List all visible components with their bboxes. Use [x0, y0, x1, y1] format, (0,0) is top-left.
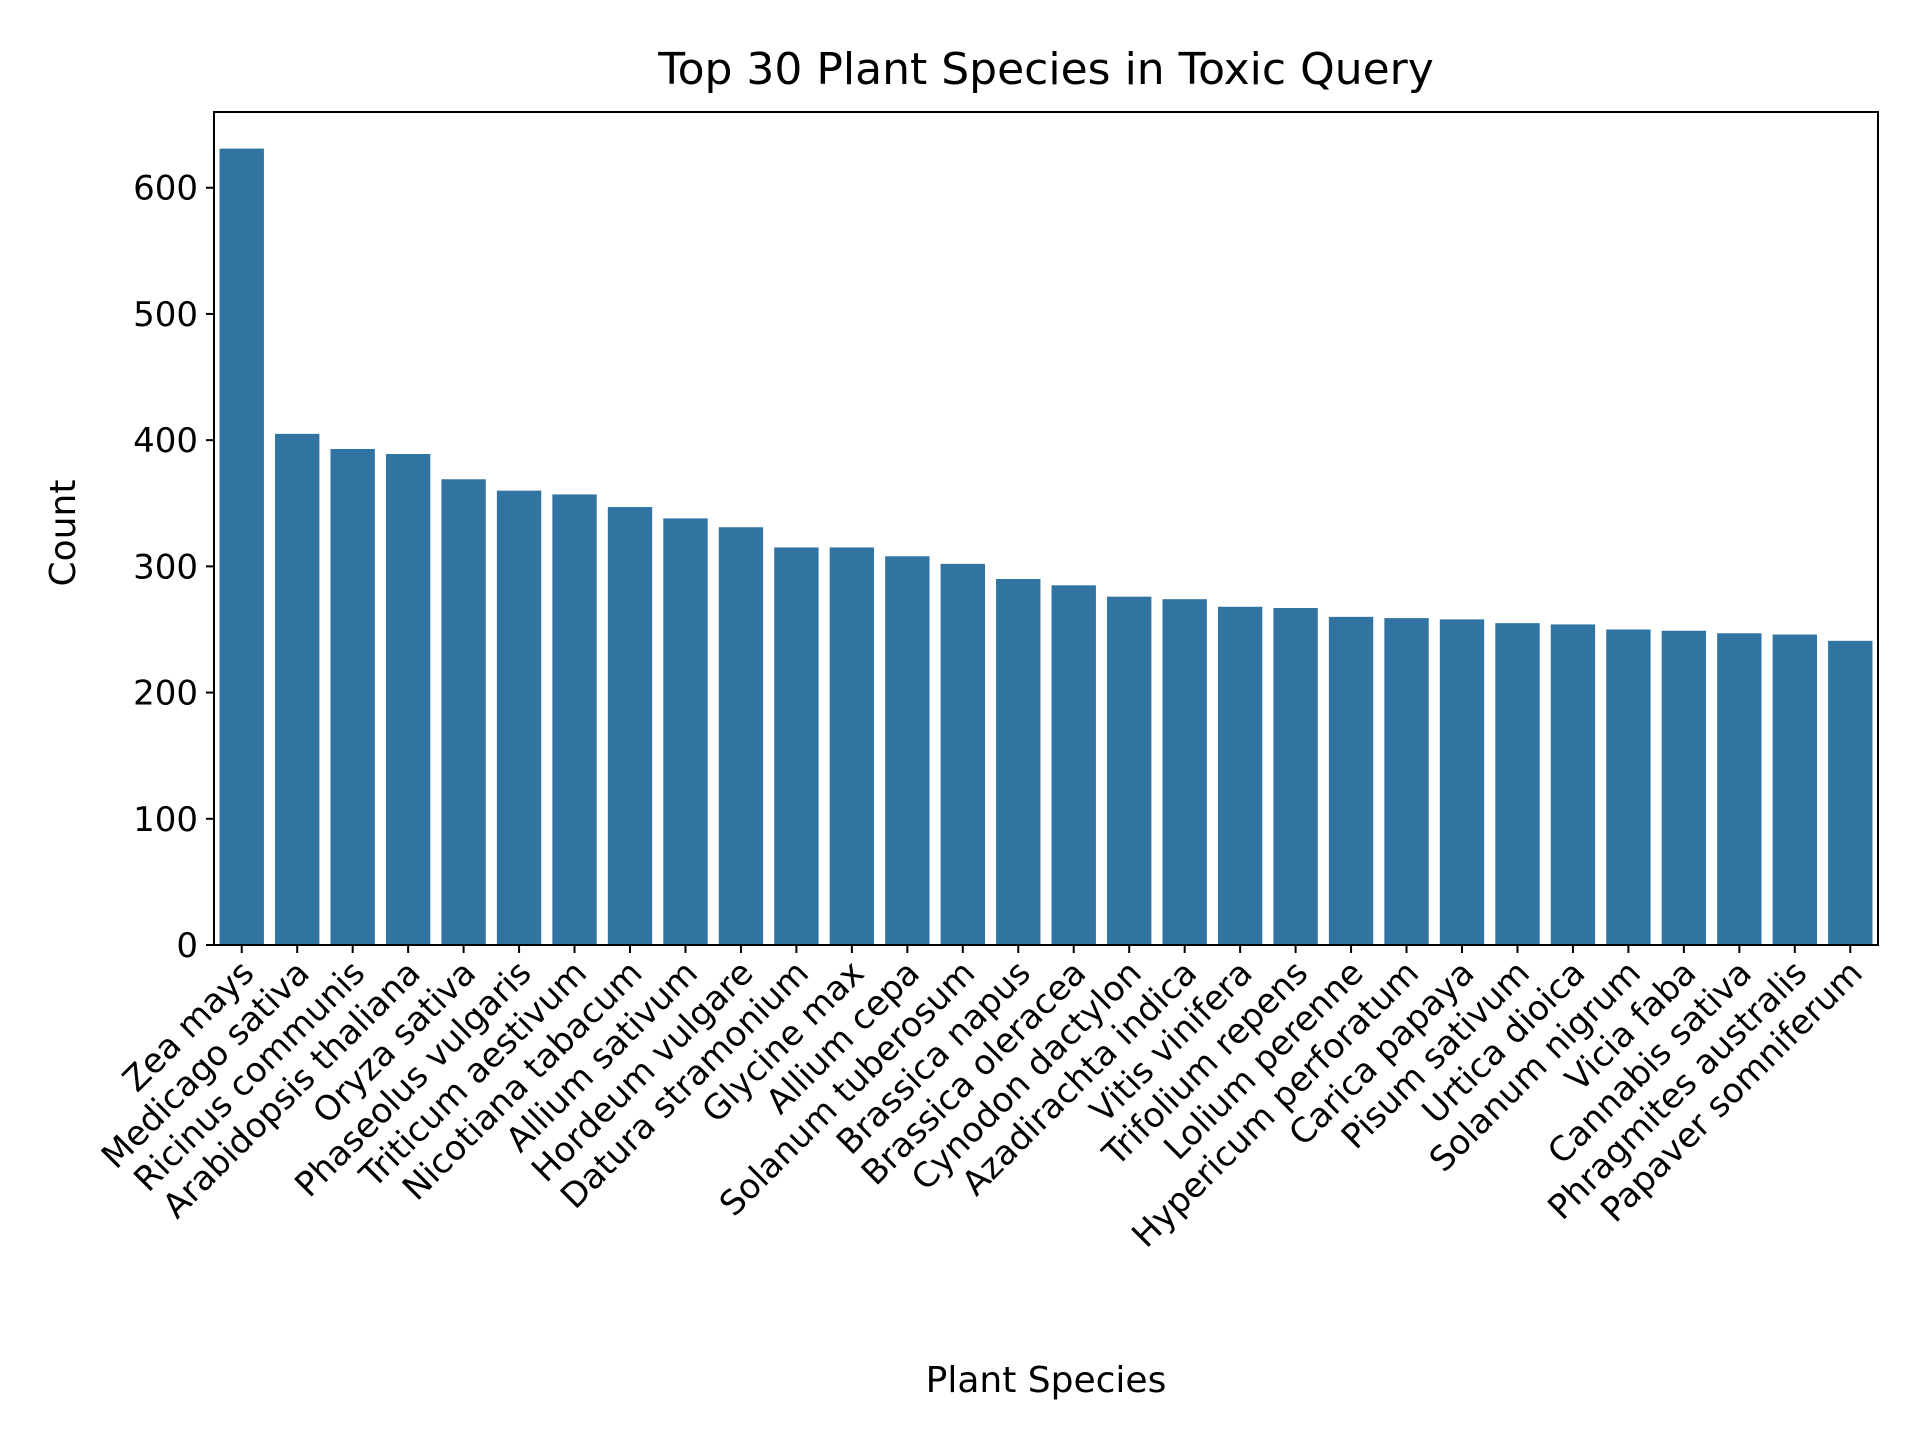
bar — [552, 494, 597, 945]
bar — [441, 479, 486, 945]
bar — [1162, 599, 1207, 945]
bar — [1828, 640, 1873, 945]
bars-layer — [219, 148, 1873, 946]
y-tick-label: 300 — [133, 547, 198, 587]
y-axis: 0 100 200 300 400 500 600 — [133, 169, 214, 966]
bar — [385, 454, 431, 945]
bar — [1217, 606, 1263, 945]
x-axis-label: Plant Species — [926, 1360, 1167, 1401]
bar — [607, 507, 653, 945]
bar — [1051, 585, 1096, 945]
bar — [1772, 634, 1817, 945]
bar — [496, 490, 542, 945]
bar — [829, 547, 875, 945]
y-tick-label: 0 — [176, 926, 198, 966]
y-tick-label: 400 — [133, 421, 198, 461]
y-tick-label: 500 — [133, 295, 198, 335]
bar — [275, 433, 320, 945]
bar — [663, 518, 708, 945]
bar — [219, 148, 264, 946]
bar — [330, 448, 375, 945]
bar — [1107, 596, 1152, 945]
bar — [1328, 616, 1374, 945]
bar — [1550, 624, 1596, 945]
y-tick-label: 600 — [133, 169, 198, 209]
bar — [1384, 618, 1429, 945]
bar — [1661, 630, 1707, 945]
bar — [1717, 633, 1762, 945]
bar — [940, 563, 985, 945]
bar — [1273, 608, 1318, 945]
y-tick-label: 200 — [133, 674, 198, 714]
bar — [774, 547, 819, 945]
y-tick-label: 100 — [133, 800, 198, 840]
bar — [1439, 619, 1485, 945]
bar — [1606, 629, 1651, 945]
bar — [885, 556, 930, 945]
plot-frame — [213, 111, 1879, 946]
bar — [718, 527, 764, 945]
y-axis-label: Count — [43, 480, 84, 587]
chart-title: Top 30 Plant Species in Toxic Query — [657, 44, 1434, 95]
bar — [996, 578, 1041, 945]
bar — [1495, 623, 1540, 945]
